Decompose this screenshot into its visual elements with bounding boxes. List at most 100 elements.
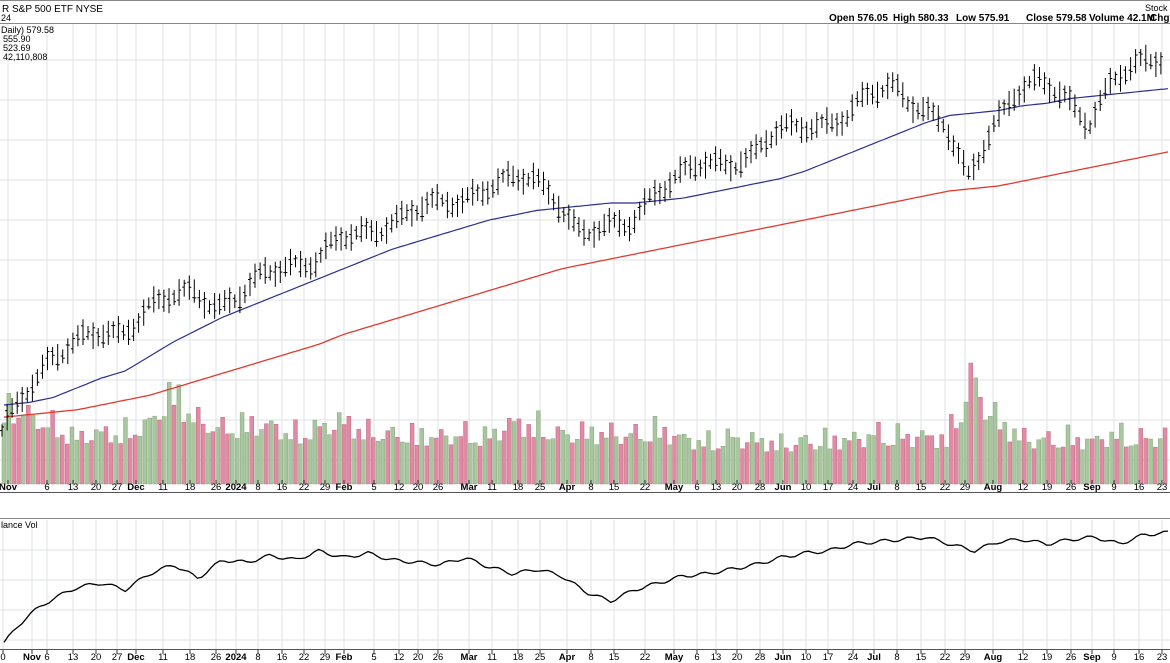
ohlc-bar <box>1022 76 1027 103</box>
ohlc-bar <box>1007 91 1012 117</box>
x-tick-label: 20 <box>413 652 424 663</box>
volume-bar <box>662 427 667 485</box>
x-tick-label: 6 <box>44 652 49 663</box>
volume-bar <box>978 397 983 485</box>
ohlc-bar <box>263 257 268 284</box>
ohlc-bar <box>531 162 536 190</box>
volume-bar <box>371 437 376 485</box>
x-tick-label: 16 <box>1134 482 1145 493</box>
ohlc-bar <box>764 130 769 157</box>
volume-bar <box>1104 447 1109 485</box>
volume-bar <box>521 436 526 485</box>
x-tick-label: 11 <box>158 652 168 663</box>
ohlc-bar <box>475 184 480 202</box>
ohlc-bar <box>916 102 920 120</box>
volume-bar <box>162 416 167 485</box>
volume-bar <box>264 423 269 485</box>
x-tick-label: May <box>665 652 684 663</box>
volume-bar <box>618 443 624 485</box>
ohlc-bar <box>445 191 450 219</box>
x-tick-label: May <box>665 482 684 493</box>
ohlc-bar <box>101 324 106 348</box>
source-watermark: Stock <box>1145 3 1168 13</box>
ohlc-bar <box>1057 81 1062 109</box>
ohlc-bar <box>480 181 485 206</box>
ohlc-bar <box>809 119 814 141</box>
ohlc-bar <box>561 207 566 223</box>
ohlc-bar <box>698 159 703 177</box>
volume-bar <box>118 443 123 485</box>
ohlc-bar <box>409 200 414 227</box>
volume-bar <box>1051 444 1056 485</box>
x-tick-label: Nov <box>23 652 42 663</box>
x-tick-label: 17 <box>823 482 834 493</box>
volume-bar <box>94 429 99 485</box>
volume-bar <box>191 422 196 485</box>
ohlc-bar <box>632 209 637 234</box>
ohlc-bar <box>1123 66 1128 85</box>
ohlc-bar <box>242 284 247 304</box>
volume-bar <box>1002 422 1007 485</box>
volume-bar <box>856 439 862 485</box>
x-tick-label: 25 <box>535 482 546 493</box>
ohlc-bar <box>430 188 435 208</box>
ohlc-bar <box>526 172 531 187</box>
ohlc-bar <box>926 96 931 120</box>
volume-bar <box>667 444 672 485</box>
volume-bar <box>813 449 818 485</box>
volume-bar <box>424 445 429 485</box>
ohlc-bar <box>65 338 70 365</box>
volume-bar <box>1012 428 1017 485</box>
x-tick-label: 19 <box>1042 482 1053 493</box>
ohlc-bar <box>668 172 672 198</box>
ohlc-bar <box>283 256 288 277</box>
ohlc-bar <box>364 217 369 239</box>
volume-bar <box>283 433 288 485</box>
ohlc-bar <box>111 321 116 338</box>
ohlc-bar <box>693 156 698 181</box>
volume-bar <box>511 421 517 485</box>
volume-bar <box>575 439 580 485</box>
volume-bar <box>230 433 235 485</box>
volume-bar <box>672 436 677 485</box>
volume-bar <box>166 382 172 485</box>
ohlc-bar <box>607 207 612 233</box>
volume-bar <box>482 426 488 485</box>
volume-bar <box>1026 441 1032 485</box>
volume-bar <box>1085 438 1090 485</box>
ohlc-bar <box>161 289 166 312</box>
ohlc-bar <box>496 168 500 195</box>
ohlc-bar <box>278 260 283 283</box>
volume-bar <box>784 447 789 485</box>
volume-bar <box>337 412 342 485</box>
ohlc-bar <box>349 224 354 251</box>
ohlc-bar <box>126 319 131 345</box>
x-tick-label: 20 <box>732 482 743 493</box>
x-tick-label: 2024 <box>225 652 247 663</box>
ohlc-bar <box>647 188 652 202</box>
volume-bar <box>341 424 347 485</box>
ohlc-bar <box>1052 87 1057 103</box>
ohlc-bar <box>273 261 278 287</box>
volume-bar <box>720 446 726 485</box>
volume-bar <box>750 432 755 485</box>
x-tick-label: 20 <box>91 482 102 493</box>
volume-bar <box>327 434 332 485</box>
volume-bar <box>1114 438 1119 485</box>
ohlc-bar <box>1037 67 1042 87</box>
volume-bar <box>434 437 439 485</box>
ohlc-bar <box>1118 65 1123 92</box>
volume-bar <box>788 451 794 485</box>
volume-bar <box>793 445 799 485</box>
ohlc-bar <box>334 226 338 251</box>
ohlc-bar <box>931 102 936 121</box>
ohlc-bar <box>425 191 430 214</box>
volume-bar <box>16 417 21 485</box>
volume-bar <box>405 442 410 485</box>
ohlc-bar <box>197 289 202 309</box>
x-tick-label: 28 <box>755 482 766 493</box>
ohlc-bar <box>308 257 313 280</box>
volume-bar <box>487 438 492 485</box>
volume-bar <box>492 428 497 485</box>
volume-bar <box>128 438 133 485</box>
